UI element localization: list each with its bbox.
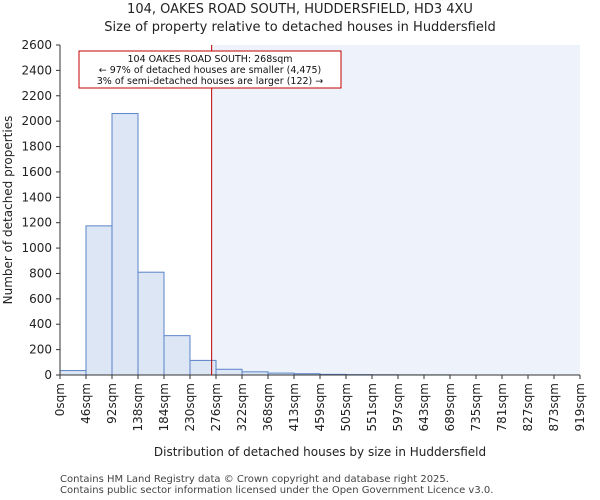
histogram-bar [163, 335, 191, 376]
x-tick-label: 368sqm [261, 383, 275, 431]
y-tick-label: 1800 [21, 140, 52, 154]
y-tick-label: 1600 [21, 165, 52, 179]
y-tick-label: 2400 [21, 63, 52, 77]
histogram-bar [215, 368, 243, 376]
x-tick-label: 0sqm [53, 383, 67, 416]
y-tick-label: 2000 [21, 114, 52, 128]
x-tick-label: 919sqm [573, 383, 587, 431]
x-tick-label: 184sqm [157, 383, 171, 431]
y-tick-label: 200 [29, 343, 52, 357]
x-tick-label: 46sqm [79, 383, 93, 424]
y-tick-label: 0 [44, 368, 52, 382]
x-tick-label: 92sqm [105, 383, 119, 424]
y-tick-label: 1200 [21, 216, 52, 230]
histogram-bar [85, 225, 113, 376]
x-tick-label: 322sqm [235, 383, 249, 431]
annotation-box [78, 50, 342, 89]
x-tick-label: 735sqm [469, 383, 483, 431]
y-axis-label: Number of detached properties [1, 115, 15, 305]
x-tick-label: 551sqm [365, 383, 379, 431]
x-tick-label: 781sqm [495, 383, 509, 431]
x-tick-label: 827sqm [521, 383, 535, 431]
annotation-line: 104 OAKES ROAD SOUTH: 268sqm [128, 54, 293, 65]
larger-region-shade [211, 45, 580, 375]
y-tick-label: 1000 [21, 241, 52, 255]
x-tick-label: 873sqm [547, 383, 561, 431]
y-tick-label: 1400 [21, 190, 52, 204]
footer-copyright: Contains HM Land Registry data © Crown c… [60, 474, 449, 485]
x-tick-label: 597sqm [391, 383, 405, 431]
x-tick-label: 643sqm [417, 383, 431, 431]
histogram-bar [59, 370, 87, 376]
y-tick-label: 400 [29, 317, 52, 331]
footer-licence: Contains public sector information licen… [60, 485, 494, 496]
x-tick-label: 689sqm [443, 383, 457, 431]
chart-title: 104, OAKES ROAD SOUTH, HUDDERSFIELD, HD3… [127, 2, 473, 17]
x-tick-label: 505sqm [339, 383, 353, 431]
histogram-bar [137, 271, 165, 376]
annotation-line: ← 97% of detached houses are smaller (4,… [99, 65, 322, 76]
x-tick-label: 413sqm [287, 383, 301, 431]
y-tick-label: 2600 [21, 38, 52, 52]
x-tick-label: 138sqm [131, 383, 145, 431]
y-tick-label: 800 [29, 266, 52, 280]
y-tick-label: 600 [29, 292, 52, 306]
histogram-bar [111, 113, 139, 376]
x-tick-label: 459sqm [313, 383, 327, 431]
chart-subtitle: Size of property relative to detached ho… [104, 20, 496, 35]
x-axis-label: Distribution of detached houses by size … [153, 445, 487, 459]
y-tick-label: 2200 [21, 89, 52, 103]
x-tick-label: 230sqm [183, 383, 197, 431]
annotation-line: 3% of semi-detached houses are larger (1… [97, 76, 324, 87]
x-tick-label: 276sqm [209, 383, 223, 431]
